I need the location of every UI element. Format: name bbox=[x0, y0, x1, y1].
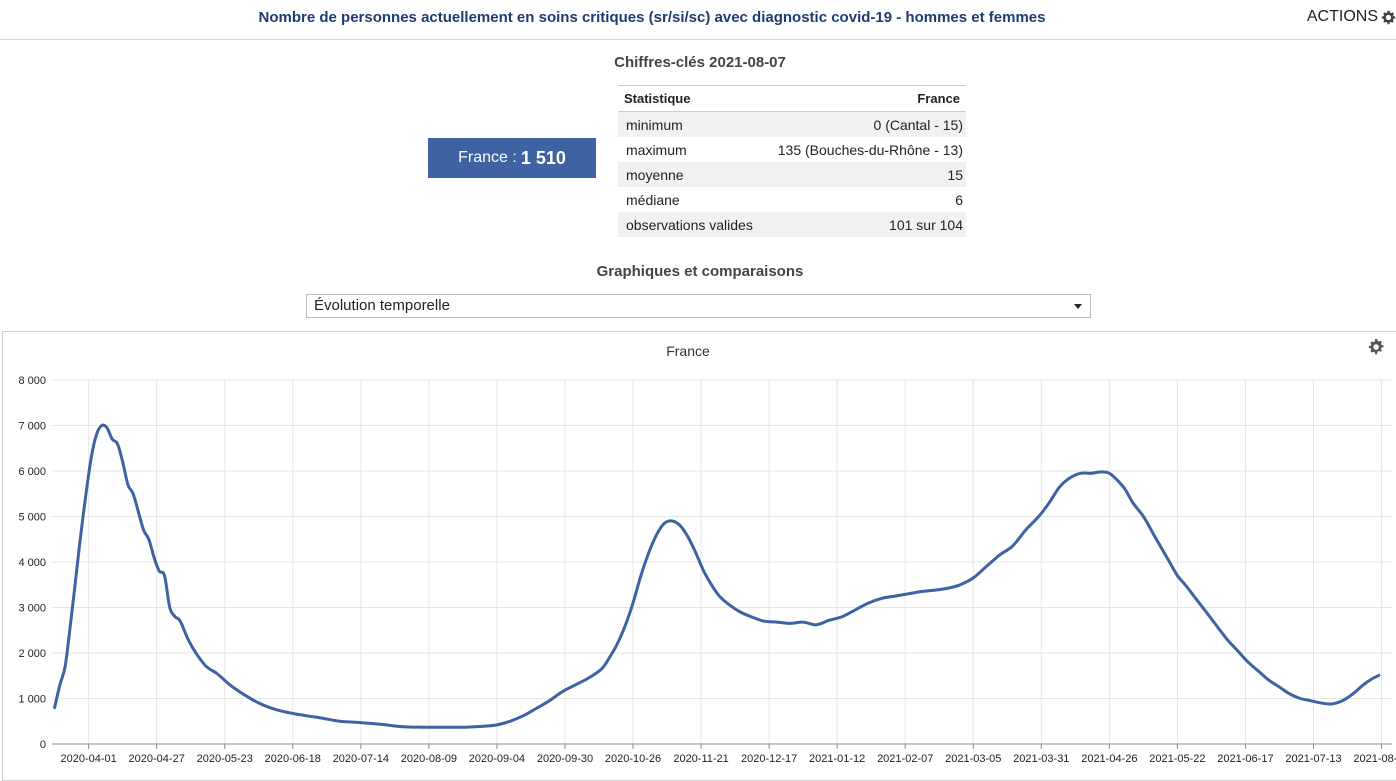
x-tick-label: 2020-06-18 bbox=[265, 753, 321, 765]
y-tick-label: 1 000 bbox=[18, 694, 46, 706]
x-tick-label: 2021-05-22 bbox=[1149, 753, 1205, 765]
column-header-statistique: Statistique bbox=[618, 85, 764, 112]
chart-type-selected: Évolution temporelle bbox=[314, 297, 450, 314]
actions-button[interactable]: ACTIONS bbox=[1307, 8, 1396, 26]
page-title: Nombre de personnes actuellement en soin… bbox=[258, 9, 1046, 26]
x-tick-label: 2020-08-09 bbox=[401, 753, 457, 765]
y-tick-label: 8 000 bbox=[18, 375, 46, 387]
badge-value: 1 510 bbox=[520, 147, 566, 168]
badge-label: France : bbox=[458, 149, 517, 166]
y-tick-label: 6 000 bbox=[18, 466, 46, 478]
stats-table: Statistique France minimum 0 (Cantal - 1… bbox=[618, 85, 966, 237]
caret-down-icon bbox=[1074, 304, 1082, 309]
stat-value: 6 bbox=[955, 191, 963, 208]
x-tick-label: 2021-03-31 bbox=[1013, 753, 1069, 765]
chart-title: France bbox=[666, 343, 710, 359]
y-tick-label: 2 000 bbox=[18, 648, 46, 660]
table-row: observations valides 101 sur 104 bbox=[618, 212, 966, 237]
actions-label: ACTIONS bbox=[1306, 8, 1378, 25]
x-tick-label: 2020-09-30 bbox=[537, 753, 593, 765]
stat-name: observations valides bbox=[618, 212, 764, 237]
stat-value: 15 bbox=[763, 162, 966, 187]
stat-name: minimum bbox=[618, 111, 764, 137]
series-line bbox=[53, 423, 1381, 729]
stat-name: maximum bbox=[626, 141, 687, 158]
stat-name: moyenne bbox=[618, 162, 764, 187]
key-figures-title: Chiffres-clés 2021-08-07 bbox=[614, 54, 786, 71]
france-value-badge: France : 1 510 bbox=[428, 138, 596, 178]
chart-panel bbox=[2, 331, 1396, 781]
x-tick-label: 2021-01-12 bbox=[809, 753, 865, 765]
x-tick-label: 2021-02-07 bbox=[877, 753, 933, 765]
chart-type-select[interactable]: Évolution temporelle bbox=[306, 294, 1091, 318]
x-tick-label: 2021-08-08 bbox=[1353, 753, 1396, 765]
stat-value: 101 sur 104 bbox=[763, 212, 966, 237]
x-tick-label: 2020-09-04 bbox=[469, 753, 525, 765]
x-tick-label: 2020-04-01 bbox=[61, 753, 117, 765]
comparisons-title: Graphiques et comparaisons bbox=[596, 263, 804, 280]
table-row: médiane 6 bbox=[618, 187, 966, 212]
x-tick-label: 2020-11-21 bbox=[673, 753, 728, 765]
y-tick-label: 5 000 bbox=[18, 512, 46, 524]
column-header-france: France bbox=[763, 85, 966, 112]
stat-value: 0 (Cantal - 15) bbox=[763, 111, 966, 137]
chart-gear-icon[interactable] bbox=[1368, 339, 1384, 355]
table-row: moyenne 15 bbox=[618, 162, 966, 187]
x-tick-label: 2020-04-27 bbox=[129, 753, 185, 765]
y-tick-label: 4 000 bbox=[18, 557, 46, 569]
stat-name: médiane bbox=[626, 191, 680, 208]
x-tick-label: 2020-12-17 bbox=[741, 753, 797, 765]
x-tick-label: 2021-06-17 bbox=[1217, 753, 1273, 765]
x-tick-label: 2021-04-26 bbox=[1081, 753, 1137, 765]
y-tick-label: 3 000 bbox=[18, 603, 46, 615]
y-tick-label: 7 000 bbox=[18, 421, 46, 433]
table-row: maximum 135 (Bouches-du-Rhône - 13) bbox=[618, 137, 966, 162]
gear-icon bbox=[1381, 10, 1396, 24]
table-row: minimum 0 (Cantal - 15) bbox=[618, 111, 966, 137]
x-tick-label: 2021-03-05 bbox=[945, 753, 1001, 765]
x-tick-label: 2020-05-23 bbox=[197, 753, 253, 765]
x-tick-label: 2020-10-26 bbox=[605, 753, 661, 765]
x-tick-label: 2021-07-13 bbox=[1285, 753, 1341, 765]
y-tick-label: 0 bbox=[40, 739, 46, 751]
stat-value: 135 (Bouches-du-Rhône - 13) bbox=[777, 141, 963, 158]
stats-header-row: Statistique France bbox=[618, 85, 966, 112]
top-bar: Nombre de personnes actuellement en soin… bbox=[0, 0, 1396, 40]
x-tick-label: 2020-07-14 bbox=[333, 753, 389, 765]
